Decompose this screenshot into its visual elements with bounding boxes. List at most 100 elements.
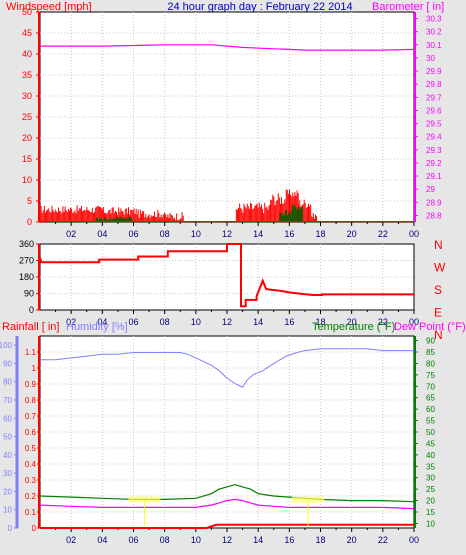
temp-tick-label: 40 [426, 451, 435, 460]
temp-tick-label: 60 [426, 405, 435, 414]
x-tick-label: 20 [347, 229, 357, 239]
y2-tick-label: 29.8 [426, 80, 442, 89]
temp-tick-label: 15 [426, 508, 435, 517]
x-tick-label: 02 [66, 317, 76, 327]
temp-tick-label: 50 [426, 428, 435, 437]
x-tick-label: 14 [253, 535, 263, 545]
temp-tick-label: 90 [426, 337, 435, 346]
x-tick-label: 16 [284, 535, 294, 545]
y2-tick-label: 29.3 [426, 146, 442, 155]
humidity-tick-label: 60 [3, 414, 12, 423]
x-tick-label: 22 [378, 317, 388, 327]
x-tick-label: 10 [191, 317, 201, 327]
rain-tick-label: 0.3 [25, 476, 37, 485]
rain-tick-label: 0.8 [25, 396, 37, 405]
x-tick-label: 00 [409, 535, 419, 545]
y-tick-label: 180 [19, 272, 34, 282]
y-tick-label: 30 [22, 91, 32, 101]
x-tick-label: 06 [128, 317, 138, 327]
x-tick-label: 16 [284, 317, 294, 327]
dewpoint-axis-title: Dew Point (°F) [394, 321, 466, 333]
x-tick-label: 18 [315, 229, 325, 239]
direction-panel-grid [40, 244, 414, 310]
humidity-tick-label: 20 [3, 487, 12, 496]
x-tick-label: 00 [409, 229, 419, 239]
windspeed-axis: 0 5 10 15 20 25 30 35 40 45 50 [22, 7, 40, 227]
x-tick-label: 04 [97, 535, 107, 545]
humidity-tick-label: 10 [3, 506, 12, 515]
temperature-axis: 10 15 20 25 30 35 40 45 50 55 60 65 70 75 80 85 90 [414, 336, 435, 528]
y2-tick-label: 30.1 [426, 41, 442, 50]
windspeed-axis-title: Windspeed [mph] [6, 1, 92, 13]
humidity-line [40, 348, 414, 388]
y-tick-label: 45 [22, 28, 32, 38]
x-tick-label: 10 [191, 229, 201, 239]
y-tick-label: 40 [22, 49, 32, 59]
temp-tick-label: 45 [426, 439, 435, 448]
x-tick-label: 02 [66, 535, 76, 545]
dewpoint-line [39, 498, 415, 510]
rainfall-line [40, 523, 414, 529]
x-tick-label: 12 [222, 535, 232, 545]
direction-panel-series [39, 243, 414, 308]
y-tick-label: 0 [27, 217, 32, 227]
compass-label: W [434, 261, 446, 275]
temp-tick-label: 85 [426, 348, 435, 357]
wind-direction-line [39, 243, 414, 308]
humidity-axis-title: Humidity [%] [66, 321, 128, 333]
x-tick-label: 16 [284, 229, 294, 239]
rain-tick-label: 1.1 [25, 348, 37, 357]
x-tick-label: 00 [409, 317, 419, 327]
temp-tick-label: 10 [426, 519, 435, 528]
x-tick-label: 06 [128, 229, 138, 239]
y-tick-label: 5 [27, 196, 32, 206]
humidity-tick-label: 40 [3, 451, 12, 460]
y2-tick-label: 29 [426, 185, 435, 194]
y2-tick-label: 29.4 [426, 133, 442, 142]
y2-tick-label: 29.5 [426, 120, 442, 129]
y2-tick-label: 29.2 [426, 159, 442, 168]
y-tick-label: 35 [22, 70, 32, 80]
temp-tick-label: 80 [426, 359, 435, 368]
x-tick-label: 04 [97, 317, 107, 327]
temp-tick-label: 55 [426, 417, 435, 426]
y-tick-label: 25 [22, 112, 32, 122]
x-tick-label: 08 [160, 317, 170, 327]
wind-panel-x-axis: 02 04 06 08 10 12 14 16 18 20 22 00 [55, 222, 419, 239]
barometer-axis-title: Barometer [ in] [372, 1, 444, 13]
y2-tick-label: 28.8 [426, 211, 442, 220]
rain-tick-label: 1 [32, 364, 37, 373]
x-tick-label: 14 [253, 229, 263, 239]
y-tick-label: 50 [22, 7, 32, 17]
temp-tick-label: 20 [426, 497, 435, 506]
x-tick-label: 08 [160, 535, 170, 545]
rain-tick-label: 0.9 [25, 380, 37, 389]
y-tick-label: 90 [24, 289, 34, 299]
x-tick-label: 10 [191, 535, 201, 545]
y2-tick-label: 30 [426, 54, 435, 63]
temp-tick-label: 35 [426, 462, 435, 471]
humidity-tick-label: 100 [0, 341, 13, 350]
y2-tick-label: 30.2 [426, 28, 442, 37]
x-tick-label: 12 [222, 229, 232, 239]
rain-tick-label: 0.1 [25, 508, 37, 517]
temp-tick-label: 30 [426, 474, 435, 483]
humidity-tick-label: 80 [3, 378, 12, 387]
x-tick-label: 18 [315, 317, 325, 327]
rain-tick-label: 0.2 [25, 492, 37, 501]
y-tick-label: 270 [19, 256, 34, 266]
y2-tick-label: 30.3 [426, 15, 442, 24]
x-tick-label: 20 [347, 535, 357, 545]
x-tick-label: 22 [378, 535, 388, 545]
x-tick-label: 02 [66, 229, 76, 239]
x-tick-label: 06 [128, 535, 138, 545]
climate-panel-series [39, 348, 415, 529]
temp-tick-label: 65 [426, 394, 435, 403]
y-tick-label: 20 [22, 133, 32, 143]
y2-tick-label: 29.1 [426, 172, 442, 181]
humidity-axis: 0 10 20 30 40 50 60 70 80 90 100 [0, 336, 19, 533]
wind-panel-grid [40, 12, 414, 222]
